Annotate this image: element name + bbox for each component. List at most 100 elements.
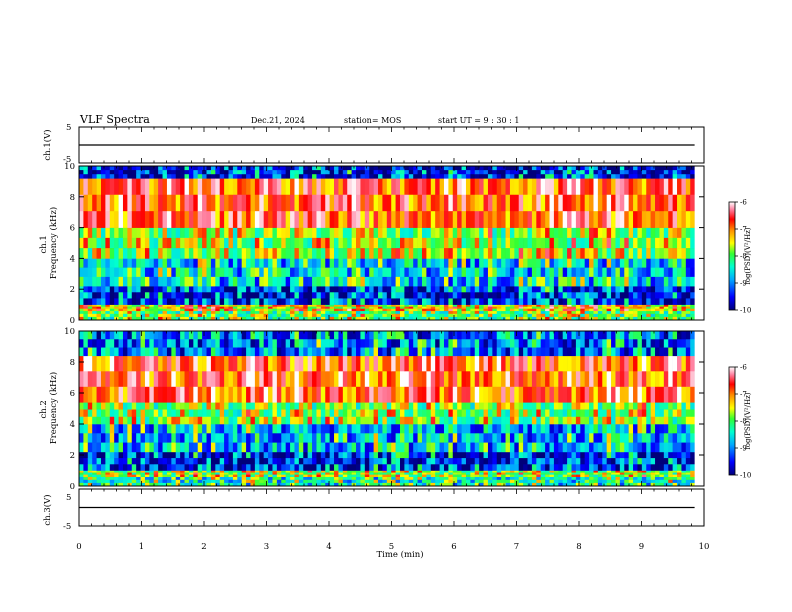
spectrogram-ch2-cell [285, 474, 291, 477]
spectrogram-ch2-cell [338, 470, 344, 473]
spectrogram-ch2-cell [241, 472, 247, 475]
spectrogram-ch2-cell [246, 416, 251, 425]
spectrogram-ch1-cell [303, 306, 308, 309]
spectrogram-ch2-cell [87, 479, 93, 484]
spectrogram-ch1-cell [457, 292, 462, 299]
spectrogram-ch1-cell [373, 286, 379, 293]
spectrogram-ch1-cell [114, 194, 119, 212]
spectrogram-ch2-cell [360, 479, 366, 484]
spectrogram-ch1-cell [268, 178, 273, 196]
spectrogram-ch1-cell [395, 298, 401, 305]
spectrogram-ch1-cell [122, 227, 128, 239]
spectrogram-ch1-cell [294, 316, 300, 321]
spectrogram-ch1-cell [162, 237, 168, 249]
spectrogram-ch2-cell [334, 482, 339, 487]
spectrogram-ch1-cell [624, 292, 629, 299]
spectrogram-ch1-cell [426, 211, 432, 228]
spectrogram-ch1-cell [290, 310, 295, 315]
spectrogram-ch1-cell [153, 306, 159, 309]
spectrogram-ch1-cell [149, 313, 155, 318]
spectrogram-ch1-cell [303, 178, 308, 196]
spectrogram-ch2-cell [413, 416, 418, 425]
spectrogram-ch1-cell [228, 306, 234, 309]
spectrogram-ch1-cell [593, 267, 599, 278]
spectrogram-ch1-cell [347, 276, 352, 287]
spectrogram-ch1-cell [285, 194, 291, 212]
spectrogram-ch2-cell [131, 474, 137, 477]
spectrogram-ch1-cell [567, 248, 572, 259]
spectrogram-ch1-cell [325, 227, 330, 239]
spectrogram-ch1-cell [685, 276, 691, 287]
spectrogram-ch1-cell [254, 194, 260, 212]
spectrogram-ch1-cell [232, 308, 238, 312]
spectrogram-ch1-cell [487, 170, 493, 175]
spectrogram-ch1-cell [426, 258, 432, 268]
spectrogram-ch1-cell [122, 258, 128, 268]
spectrogram-ch1-cell [316, 292, 322, 299]
spectrogram-ch1-cell [347, 308, 352, 312]
spectrogram-ch1-cell [263, 276, 269, 287]
spectrogram-ch1-cell [584, 178, 590, 196]
spectrogram-ch2-cell [294, 464, 300, 471]
spectrogram-ch1-cell [153, 316, 159, 321]
spectrogram-ch1-cell [400, 286, 405, 293]
spectrogram-ch2-cell [193, 424, 199, 434]
spectrogram-ch2-cell [162, 464, 168, 471]
spectrogram-ch1-cell [382, 194, 388, 212]
spectrogram-ch2-cell [483, 424, 489, 434]
spectrogram-ch1-cell [298, 211, 304, 228]
spectrogram-ch1-cell [518, 308, 524, 312]
spectrogram-ch1-cell [232, 178, 238, 196]
spectrogram-ch1-cell [619, 258, 625, 268]
spectrogram-ch1-cell [96, 267, 102, 278]
spectrogram-ch2-cell [360, 331, 366, 340]
spectrogram-ch2-cell [395, 355, 401, 372]
spectrogram-ch2-cell [470, 409, 476, 418]
spectrogram-ch2-cell [228, 479, 234, 484]
spectrogram-ch1-cell [382, 298, 388, 305]
spectrogram-ch1-cell [254, 237, 260, 249]
spectrogram-ch1-cell [166, 304, 172, 307]
spectrogram-ch2-cell [487, 386, 493, 403]
spectrogram-ch1-cell [448, 310, 454, 315]
spectrogram-ch1-cell [681, 306, 687, 309]
spectrogram-ch1-cell [329, 258, 335, 268]
spectrogram-ch1-cell [224, 276, 229, 287]
spectrogram-ch2-cell [391, 470, 396, 473]
spectrogram-ch2-cell [435, 464, 440, 471]
spectrogram-ch1-cell [690, 304, 695, 307]
spectrogram-ch1-cell [373, 211, 379, 228]
spectrogram-ch2-cell [100, 339, 106, 348]
spectrogram-ch1-cell [382, 292, 388, 299]
spectrogram-ch1-cell [589, 194, 594, 212]
spectrogram-ch1-cell [166, 308, 172, 312]
spectrogram-ch1-cell [360, 174, 366, 179]
spectrogram-ch1-cell [272, 170, 278, 175]
spectrogram-ch2-cell [83, 402, 89, 410]
spectrogram-ch1-cell [334, 227, 339, 239]
spectrogram-ch2-cell [400, 442, 405, 453]
spectrogram-ch1-cell [338, 258, 344, 268]
spectrogram-ch2-cell [351, 476, 357, 481]
spectrogram-ch1-cell [496, 237, 502, 249]
spectrogram-ch2-cell [413, 472, 418, 475]
spectrogram-ch1-cell [373, 248, 379, 259]
spectrogram-ch1-cell [483, 298, 489, 305]
spectrogram-ch2-cell [487, 331, 493, 340]
spectrogram-ch1-cell [96, 166, 102, 171]
spectrogram-ch2-cell [312, 482, 317, 487]
spectrogram-ch2-cell [197, 339, 203, 348]
spectrogram-ch2-cell [452, 479, 458, 484]
spectrogram-ch1-cell [118, 166, 124, 171]
spectrogram-ch1-cell [149, 178, 155, 196]
spectrogram-ch1-cell [356, 298, 361, 305]
spectrogram-ch1-cell [558, 267, 564, 278]
spectrogram-ch2-cell [281, 416, 286, 425]
spectrogram-ch1-cell [215, 306, 221, 309]
spectrogram-ch2-cell [162, 470, 168, 473]
spectrogram-ch1-cell [540, 304, 546, 307]
spectrogram-ch2-cell [378, 416, 383, 425]
spectrogram-ch1-cell [628, 170, 634, 175]
spectrogram-ch1-cell [241, 304, 247, 307]
spectrogram-ch2-cell [127, 371, 133, 388]
